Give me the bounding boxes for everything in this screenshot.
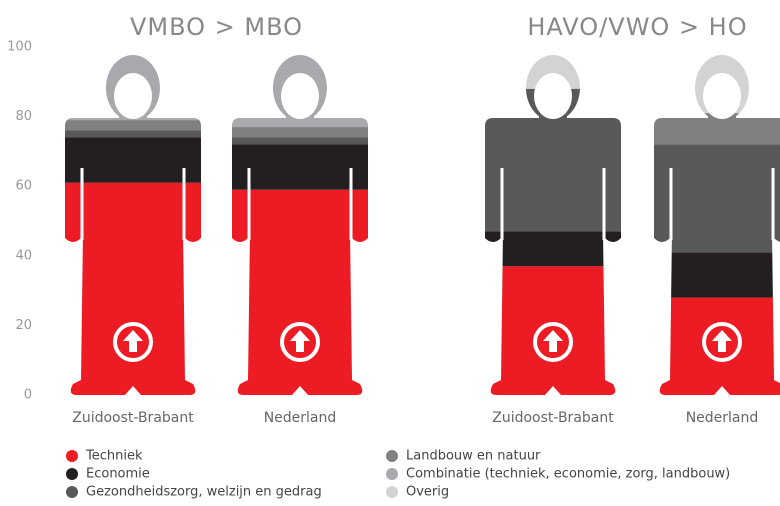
segment: [232, 144, 368, 190]
segment: [65, 120, 201, 131]
legend-swatch: [66, 450, 78, 462]
legend-swatch: [386, 468, 398, 480]
y-tick-label: 100: [7, 40, 32, 55]
legend-swatch: [66, 468, 78, 480]
y-tick-label: 0: [24, 388, 32, 403]
icon-arrow: [543, 330, 563, 352]
segment: [654, 252, 780, 298]
face: [281, 73, 319, 119]
y-tick-label: 80: [15, 109, 32, 124]
face: [534, 73, 572, 119]
legend-label: Techniek: [85, 449, 143, 464]
legend-label: Combinatie (techniek, economie, zorg, la…: [406, 467, 730, 482]
segment: [232, 189, 368, 395]
segment: [654, 144, 780, 253]
segment: [65, 130, 201, 138]
icon-arrow: [123, 330, 143, 352]
y-tick-label: 20: [15, 318, 32, 333]
icon-ring: [533, 322, 573, 362]
x-tick-label: Nederland: [264, 410, 337, 426]
legend-swatch: [386, 450, 398, 462]
legend-label: Gezondheidszorg, welzijn en gedrag: [86, 485, 322, 500]
segment: [485, 231, 621, 267]
legend-swatch: [386, 486, 398, 498]
figure: [654, 55, 780, 395]
segment: [232, 127, 368, 138]
icon-ring: [113, 322, 153, 362]
segment: [654, 113, 780, 145]
icon-ring: [280, 322, 320, 362]
icon-arrow: [712, 330, 732, 352]
legend-label: Economie: [86, 467, 150, 482]
segment: [232, 137, 368, 145]
face: [114, 73, 152, 119]
legend-label: Landbouw en natuur: [406, 449, 541, 464]
legend-label: Overig: [406, 485, 449, 500]
segment: [654, 297, 780, 395]
x-tick-label: Nederland: [686, 410, 759, 426]
icon-arrow: [290, 330, 310, 352]
group-title: HAVO/VWO > HO: [527, 13, 747, 41]
y-tick-label: 60: [15, 179, 32, 194]
segment: [65, 182, 201, 395]
y-tick-label: 40: [15, 248, 32, 263]
segment: [65, 137, 201, 183]
group-title: VMBO > MBO: [130, 13, 303, 41]
face: [703, 73, 741, 119]
legend-swatch: [66, 486, 78, 498]
icon-ring: [702, 322, 742, 362]
x-tick-label: Zuidoost-Brabant: [72, 410, 194, 426]
x-tick-label: Zuidoost-Brabant: [492, 410, 614, 426]
